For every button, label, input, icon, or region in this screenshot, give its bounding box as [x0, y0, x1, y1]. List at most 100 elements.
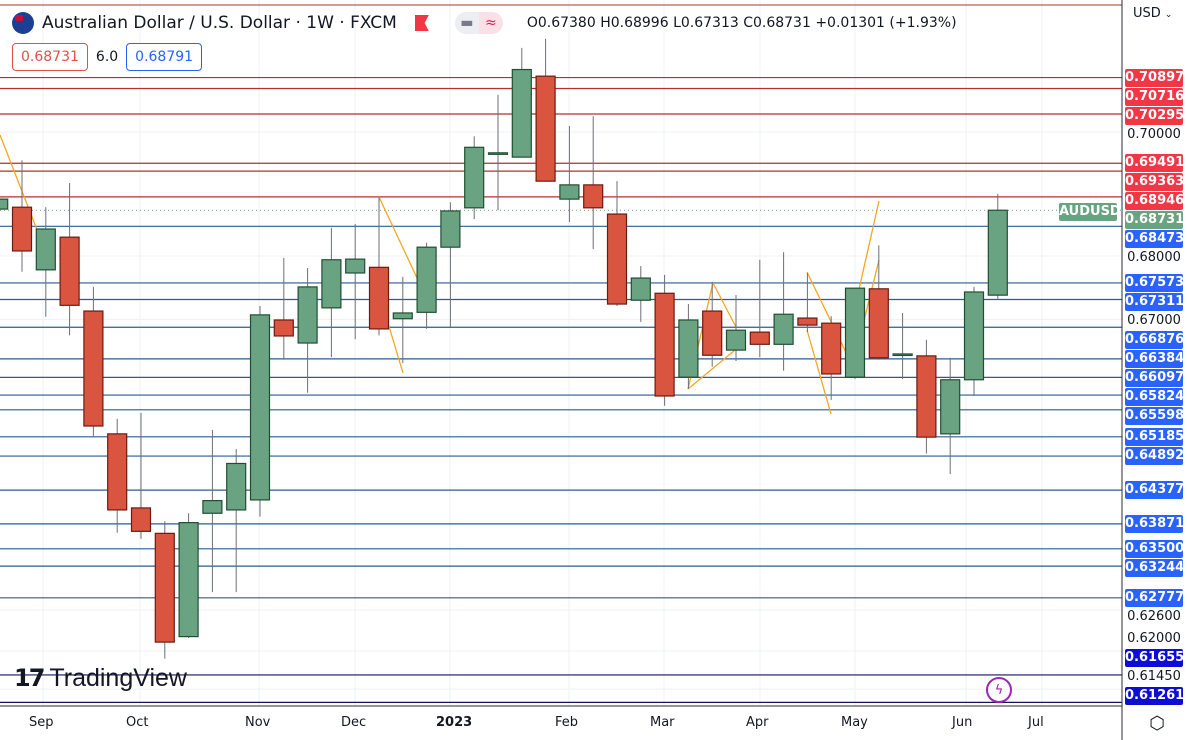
candle-body	[583, 184, 604, 209]
support-price-label: 0.64892	[1125, 447, 1185, 466]
bearish-candle	[107, 418, 128, 533]
bullish-candle	[773, 252, 794, 371]
bullish-candle	[297, 267, 318, 393]
sell-button[interactable]: 0.68731	[12, 43, 88, 71]
bullish-candle	[963, 286, 985, 396]
bearish-candle	[797, 272, 818, 333]
tradingview-logo: 𝟭𝟳 TradingView	[14, 664, 187, 693]
pattern-drawing-line	[712, 282, 737, 328]
candle-body	[11, 206, 33, 252]
bearish-candle	[702, 281, 723, 367]
support-price-label: 0.62777	[1125, 588, 1185, 607]
bullish-candle	[345, 224, 366, 340]
bullish-candle	[630, 266, 651, 322]
price-tick-label: 0.68000	[1125, 249, 1183, 268]
candle-body	[963, 291, 985, 381]
candle-body	[797, 317, 818, 326]
price-tick-label: 0.62600	[1125, 607, 1183, 626]
time-tick-label: Oct	[126, 715, 149, 730]
candle-body	[202, 499, 223, 514]
brand-name: TradingView	[49, 664, 187, 692]
time-tick-label: Feb	[555, 715, 579, 730]
time-tick-label: Jun	[952, 715, 973, 730]
candle-body	[249, 314, 271, 501]
time-tick-label: Nov	[245, 715, 271, 730]
price-tick-label: 0.67000	[1125, 311, 1183, 330]
candle-body	[59, 236, 80, 306]
candle-body	[464, 146, 485, 209]
bearish-candle	[11, 160, 33, 272]
bearish-candle	[821, 316, 842, 400]
buy-button[interactable]: 0.68791	[126, 43, 203, 71]
resistance-price-label: 0.70716	[1125, 87, 1185, 106]
candle-body	[844, 287, 866, 378]
bullish-candle	[678, 304, 699, 389]
candle-body	[606, 213, 628, 305]
candle-body	[297, 286, 318, 344]
candle-body	[725, 329, 747, 351]
aud-usd-flag-icon	[12, 12, 34, 34]
candle-body	[916, 355, 937, 438]
time-tick-label: Sep	[29, 715, 54, 730]
candle-body	[440, 210, 461, 248]
candle-body	[987, 209, 1008, 296]
bullish-candle	[249, 305, 271, 517]
support-price-label: 0.67311	[1125, 292, 1185, 311]
bullish-candle	[844, 287, 866, 380]
candle-body	[559, 184, 580, 200]
support-price-label: 0.67573	[1125, 273, 1185, 292]
symbol-title[interactable]: Australian Dollar / U.S. Dollar · 1W · F…	[42, 13, 397, 33]
candle-body	[35, 228, 56, 271]
candle-body	[773, 313, 794, 345]
bearish-candle	[868, 245, 889, 360]
candle-body	[273, 319, 294, 337]
candle-body	[154, 532, 175, 643]
time-tick-label: Dec	[341, 715, 367, 730]
candle-body	[630, 277, 651, 301]
support-price-label: 0.65824	[1125, 387, 1185, 406]
deep-support-price-label: 0.61655	[1125, 649, 1185, 667]
bullish-candle	[511, 47, 532, 158]
deep-support-price-label: 0.61261	[1125, 687, 1185, 705]
bearish-candle	[749, 259, 770, 358]
lightning-icon[interactable]: ϟ	[986, 677, 1012, 703]
time-tick-label: Apr	[746, 715, 769, 730]
minus-icon[interactable]: ▬	[454, 12, 479, 34]
bullish-candle	[202, 429, 223, 593]
resistance-price-label: 0.68946	[1125, 192, 1185, 211]
bearish-candle	[273, 257, 294, 360]
bullish-candle	[940, 357, 961, 475]
candle-body	[0, 198, 9, 210]
bullish-candle	[440, 202, 461, 328]
currency-selector[interactable]: USD ⌄	[1133, 6, 1172, 21]
candle-body	[892, 353, 913, 357]
price-tick-label: 0.70000	[1125, 125, 1183, 144]
bullish-candle	[987, 193, 1008, 300]
bullish-candle	[559, 125, 580, 223]
support-price-label: 0.63244	[1125, 558, 1185, 577]
bullish-candle	[464, 136, 485, 220]
candle-body	[226, 462, 247, 511]
time-tick-label: 2023	[436, 715, 473, 730]
candle-body	[416, 246, 437, 313]
indicator-toggle[interactable]: ▬ ≈	[454, 12, 503, 34]
support-price-label: 0.66097	[1125, 368, 1185, 387]
bearish-candle	[83, 286, 104, 438]
candle-body	[368, 266, 390, 330]
settings-icon[interactable]: ⬡	[1149, 712, 1165, 734]
bullish-candle	[487, 94, 509, 211]
bearish-candle	[154, 521, 175, 659]
flag-icon[interactable]	[414, 15, 429, 31]
candle-body	[535, 75, 556, 182]
support-price-label: 0.63500	[1125, 539, 1185, 558]
candle-body	[749, 331, 770, 345]
support-price-label: 0.65598	[1125, 406, 1185, 425]
support-price-label: 0.63871	[1125, 514, 1185, 533]
candle-body	[702, 310, 723, 356]
candle-body	[83, 310, 104, 427]
bullish-candle	[0, 198, 9, 210]
support-price-label: 0.68473	[1125, 230, 1185, 249]
wave-icon[interactable]: ≈	[478, 12, 503, 34]
chevron-down-icon: ⌄	[1164, 10, 1173, 20]
